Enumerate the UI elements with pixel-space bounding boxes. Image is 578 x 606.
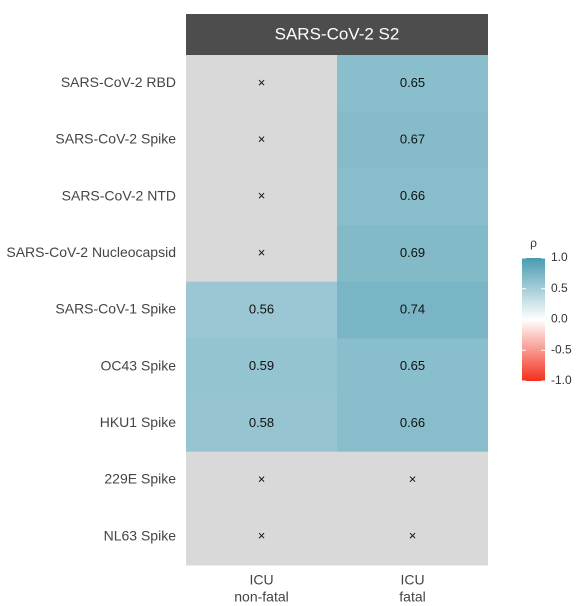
- heatmap-cell: [186, 225, 337, 283]
- heatmap-cell: [337, 225, 488, 283]
- cell-label: 0.65: [400, 75, 425, 90]
- x-tick-label: ICU: [249, 572, 273, 588]
- x-tick-label: non-fatal: [234, 589, 288, 605]
- cell-label: ×: [258, 471, 266, 486]
- legend-tick-label: 1.0: [551, 250, 568, 264]
- cell-label: ×: [258, 245, 266, 260]
- heatmap-cell: [337, 111, 488, 169]
- heatmap-cell: [337, 338, 488, 396]
- cell-label: 0.69: [400, 245, 425, 260]
- cell-label: ×: [258, 131, 266, 146]
- legend-tick-label: 0.0: [551, 312, 568, 326]
- cell-label: 0.65: [400, 358, 425, 373]
- heatmap-cell: [337, 281, 488, 339]
- heatmap-cell: [337, 168, 488, 226]
- row-label: NL63 Spike: [104, 527, 177, 543]
- heatmap-cell: [186, 55, 337, 113]
- heatmap-cell: [186, 281, 337, 339]
- row-label: OC43 Spike: [101, 357, 177, 373]
- legend-tick-label: -1.0: [551, 373, 572, 387]
- cell-label: ×: [409, 471, 417, 486]
- facet-strip: [186, 14, 488, 55]
- row-label: SARS-CoV-1 Spike: [55, 301, 176, 317]
- x-tick-label: ICU: [400, 572, 424, 588]
- cell-label: 0.74: [400, 301, 425, 316]
- cell-label: 0.67: [400, 131, 425, 146]
- heatmap-cell: [337, 451, 488, 509]
- heatmap-cell: [186, 338, 337, 396]
- row-label: SARS-CoV-2 NTD: [62, 187, 176, 203]
- row-label: SARS-CoV-2 RBD: [61, 74, 176, 90]
- cell-label: ×: [258, 528, 266, 543]
- cell-label: 0.66: [400, 415, 425, 430]
- row-label: SARS-CoV-2 Spike: [55, 131, 176, 147]
- chart-title: SARS-CoV-2 S2: [275, 24, 400, 43]
- heatmap-cell: [337, 55, 488, 113]
- cell-label: 0.59: [249, 358, 274, 373]
- cell-label: ×: [258, 188, 266, 203]
- cell-label: ×: [258, 75, 266, 90]
- legend-tick-label: 0.5: [551, 281, 568, 295]
- cell-label: 0.56: [249, 301, 274, 316]
- cell-label: 0.66: [400, 188, 425, 203]
- heatmap-cell: [186, 395, 337, 453]
- colorbar: [522, 258, 545, 381]
- heatmap-cell: [186, 451, 337, 509]
- legend-tick-label: -0.5: [551, 342, 572, 356]
- legend-title: ρ: [530, 236, 537, 250]
- row-label: SARS-CoV-2 Nucleocapsid: [6, 244, 176, 260]
- heatmap-cell: [186, 111, 337, 169]
- cell-label: ×: [409, 528, 417, 543]
- row-label: HKU1 Spike: [100, 414, 176, 430]
- cell-label: 0.58: [249, 415, 274, 430]
- heatmap-cell: [337, 508, 488, 566]
- heatmap-cell: [186, 508, 337, 566]
- heatmap-cell: [337, 395, 488, 453]
- row-label: 229E Spike: [104, 471, 176, 487]
- x-tick-label: fatal: [399, 589, 425, 605]
- heatmap-cell: [186, 168, 337, 226]
